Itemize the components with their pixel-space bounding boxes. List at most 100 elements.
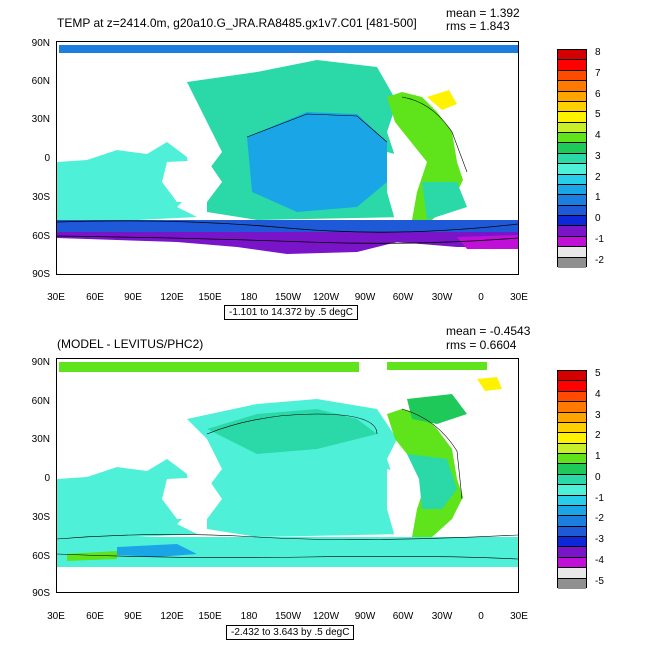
atlantic-south-region	[422, 182, 467, 220]
colorbar-swatch	[558, 454, 586, 465]
colorbar-label: 4	[595, 130, 601, 142]
south-america-landmass	[387, 469, 417, 537]
lat-label: 60N	[31, 396, 50, 407]
contour-line	[401, 96, 468, 173]
lon-label: 90W	[354, 292, 376, 303]
panel-model-minus-levitus: (MODEL - LEVITUS/PHC2) mean = -0.4543 rm…	[0, 320, 647, 647]
australia-landmass	[162, 477, 222, 519]
lon-label: 180	[240, 292, 258, 303]
colorbar-swatch	[558, 70, 586, 82]
colorbar-label: 5	[595, 368, 601, 379]
lat-label: 30S	[32, 512, 50, 523]
lon-label: 120E	[160, 292, 184, 303]
panel-model-temperature: TEMP at z=2414.0m, g20a10.G_JRA.RA8485.g…	[0, 0, 647, 320]
colorbar-swatch	[558, 60, 586, 71]
arctic-ocean-region	[59, 362, 359, 372]
lon-label: 30W	[431, 292, 453, 303]
southern-ocean-region	[57, 220, 518, 234]
colorbar-label: -3	[595, 534, 604, 546]
lon-label: 30E	[510, 292, 528, 303]
colorbar-swatch	[558, 547, 586, 558]
lon-label: 30W	[431, 611, 453, 622]
lat-label: 60S	[32, 231, 50, 242]
rms-value: rms = 0.6604	[446, 338, 517, 352]
southern-ocean-cool	[117, 544, 197, 557]
colorbar-swatch	[558, 516, 586, 527]
colorbar-label: 6	[595, 88, 601, 100]
lon-label: 90E	[124, 292, 142, 303]
colorbar-swatch	[558, 91, 586, 102]
colorbar-swatch	[558, 557, 586, 569]
lon-label: 150E	[198, 292, 222, 303]
colorbar-swatch	[558, 537, 586, 548]
lat-label: 90N	[31, 38, 50, 49]
colorbar-swatch	[558, 184, 586, 196]
lon-label: 120W	[312, 611, 340, 622]
colorbar-swatch	[558, 247, 586, 258]
colorbar-swatch	[558, 505, 586, 517]
colorbar-swatch	[558, 568, 586, 579]
colorbar-swatch	[558, 226, 586, 237]
lat-label: 60S	[32, 551, 50, 562]
lat-label: 90N	[31, 357, 50, 368]
colorbar-swatch	[558, 50, 586, 61]
north-atlantic-warm	[427, 90, 457, 110]
antarctic-bottom-water	[57, 232, 518, 254]
colorbar-swatch	[558, 112, 586, 123]
contour-line	[246, 113, 388, 143]
colorbar-label: -4	[595, 554, 604, 566]
lon-label: 30E	[47, 292, 65, 303]
contour-line	[57, 220, 518, 233]
lon-label: 60E	[86, 611, 104, 622]
lat-label: 90S	[32, 269, 50, 280]
lon-label: 60W	[392, 292, 414, 303]
rms-value: rms = 1.843	[446, 19, 510, 33]
colorbar-swatch	[558, 236, 586, 248]
lon-label: 90E	[124, 611, 142, 622]
colorbar-swatch	[558, 216, 586, 227]
colorbar-swatch	[558, 485, 586, 496]
colorbar-label: 3	[595, 150, 601, 162]
mean-value: mean = 1.392	[446, 6, 520, 20]
colorbar-swatch	[558, 578, 586, 589]
colorbar-swatch	[558, 381, 586, 392]
pacific-deep-region	[247, 112, 387, 212]
colorbar-swatch	[558, 422, 586, 434]
colorbar-label: 3	[595, 409, 601, 421]
lon-label: 60W	[392, 611, 414, 622]
colorbar-swatch	[558, 391, 586, 403]
lon-label: 120E	[160, 611, 184, 622]
colorbar-swatch	[558, 143, 586, 154]
lat-label: 30N	[31, 114, 50, 125]
colorbar-label: 0	[595, 213, 601, 225]
map-plot	[56, 41, 519, 275]
lon-label: 180	[240, 611, 258, 622]
colorbar-swatch	[558, 526, 586, 537]
lon-label: 150W	[274, 611, 302, 622]
lon-label: 30E	[47, 611, 65, 622]
australia-landmass	[162, 160, 222, 202]
colorbar-swatch	[558, 195, 586, 206]
colorbar-label: 1	[595, 451, 601, 463]
colorbar-label: 4	[595, 388, 601, 400]
lat-label: 30N	[31, 434, 50, 445]
atlantic-tropical-region	[407, 454, 457, 509]
lat-label: 60N	[31, 76, 50, 87]
contour-line	[401, 408, 463, 500]
panel-title: TEMP at z=2414.0m, g20a10.G_JRA.RA8485.g…	[57, 16, 417, 30]
colorbar-swatch	[558, 205, 586, 216]
contour-line	[57, 235, 518, 244]
colorbar-swatch	[558, 371, 586, 382]
colorbar-swatch	[558, 133, 586, 144]
lon-label: 60E	[86, 292, 104, 303]
lon-label: 0	[478, 292, 484, 303]
south-america-landmass	[387, 152, 417, 220]
colorbar-label: 8	[595, 47, 601, 58]
colorbar-label: 1	[595, 192, 601, 204]
contour-line	[57, 534, 518, 540]
lon-label: 90W	[354, 611, 376, 622]
africa-landmass	[452, 132, 497, 192]
lat-label: 90S	[32, 588, 50, 599]
colorbar-label: -2	[595, 254, 604, 266]
map-field	[57, 362, 518, 567]
